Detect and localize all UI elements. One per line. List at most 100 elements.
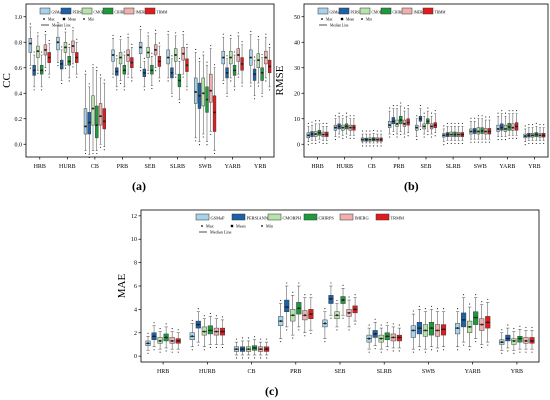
legend-marker: [83, 18, 85, 20]
min-point: [539, 142, 541, 144]
box-imerg: [484, 116, 488, 143]
box-body: [95, 105, 99, 139]
box-gsmap: [360, 130, 365, 147]
mean-marker: [419, 117, 422, 120]
max-point: [167, 31, 169, 33]
box-gsmap: [499, 329, 505, 354]
box-gsmap: [194, 48, 198, 142]
max-point: [365, 130, 367, 132]
max-point: [442, 308, 445, 310]
y-tick-label: 20: [294, 91, 300, 97]
mean-marker: [426, 120, 429, 123]
box-chirps: [67, 43, 71, 82]
min-point: [374, 348, 376, 350]
max-point: [436, 308, 439, 310]
mean-marker: [72, 45, 74, 47]
min-point: [418, 349, 420, 351]
box-body: [284, 299, 290, 312]
x-tick-label: YRB: [511, 369, 523, 375]
min-point: [147, 72, 149, 74]
max-point: [140, 25, 142, 28]
legend-swatch: [317, 7, 329, 15]
mean-marker: [303, 314, 306, 317]
mean-marker: [150, 69, 153, 72]
max-point: [349, 115, 351, 117]
box-cmorph: [530, 124, 535, 144]
max-point: [398, 324, 400, 326]
max-point: [254, 56, 256, 58]
box-imerg: [302, 294, 308, 337]
mean-marker: [504, 128, 507, 130]
min-point: [237, 76, 239, 78]
mean-marker: [374, 333, 377, 335]
max-point: [450, 122, 452, 124]
legend-label: IMERG: [136, 11, 148, 15]
mean-marker: [147, 51, 150, 54]
legend-marker-label: Min: [266, 224, 274, 229]
box-imerg: [71, 27, 75, 68]
min-point: [470, 141, 472, 143]
mean-marker: [213, 111, 216, 114]
box-gsmap: [455, 308, 461, 351]
max-point: [501, 329, 503, 331]
min-point: [431, 136, 433, 138]
max-point: [477, 115, 479, 117]
max-point: [531, 326, 533, 328]
min-point: [315, 142, 317, 144]
mean-marker: [512, 340, 515, 342]
max-point: [516, 110, 518, 112]
legend-label: TRMM: [391, 216, 405, 221]
max-point: [535, 122, 537, 124]
min-point: [260, 357, 262, 359]
box-cmorph: [511, 328, 517, 354]
min-point: [354, 323, 356, 325]
min-point: [535, 142, 537, 144]
box-gsmap: [249, 31, 253, 87]
min-point: [158, 80, 160, 82]
box-chirps: [340, 284, 346, 319]
box-gsmap: [111, 34, 115, 78]
max-point: [96, 66, 98, 68]
mean-marker: [500, 126, 503, 129]
y-tick-label: 2: [134, 331, 137, 337]
mean-marker: [241, 348, 244, 351]
mean-marker: [29, 42, 32, 45]
box-persiann: [142, 57, 147, 91]
mean-marker: [531, 134, 534, 137]
mean-marker: [203, 330, 206, 333]
box-gsmap: [333, 115, 338, 141]
box-gsmap: [233, 338, 240, 359]
x-tick-label: YRB: [528, 164, 540, 170]
legend-swatch: [39, 7, 51, 15]
min-point: [392, 133, 394, 136]
min-point: [304, 335, 306, 337]
x-tick-label: HURB: [336, 164, 353, 170]
legend-label: CMORPH: [372, 11, 388, 15]
box-trmm: [47, 39, 51, 78]
min-point: [230, 80, 232, 82]
min-point: [226, 95, 228, 97]
mean-marker: [480, 323, 483, 326]
chart-panel-2: 0 10 20 30 40 50 RMSE HRB HURB CB PRB SEB SLRB SWB YAR…: [274, 3, 549, 170]
box-imerg: [153, 29, 158, 72]
box-imerg: [43, 31, 48, 72]
min-point: [442, 349, 445, 351]
mean-marker: [418, 327, 421, 329]
mean-marker: [470, 130, 472, 133]
plot-frame: [140, 209, 540, 363]
min-point: [215, 346, 217, 349]
max-point: [41, 51, 43, 53]
box-imerg: [258, 338, 264, 359]
mean-marker: [233, 69, 236, 72]
max-point: [461, 122, 463, 124]
box-gsmap: [366, 324, 372, 353]
min-point: [171, 95, 173, 97]
min-point: [175, 76, 177, 78]
mean-marker: [215, 330, 218, 333]
max-point: [386, 322, 388, 324]
min-point: [197, 344, 199, 346]
min-point: [48, 76, 50, 78]
mean-marker: [474, 316, 477, 319]
max-point: [508, 110, 510, 112]
max-point: [116, 55, 118, 57]
